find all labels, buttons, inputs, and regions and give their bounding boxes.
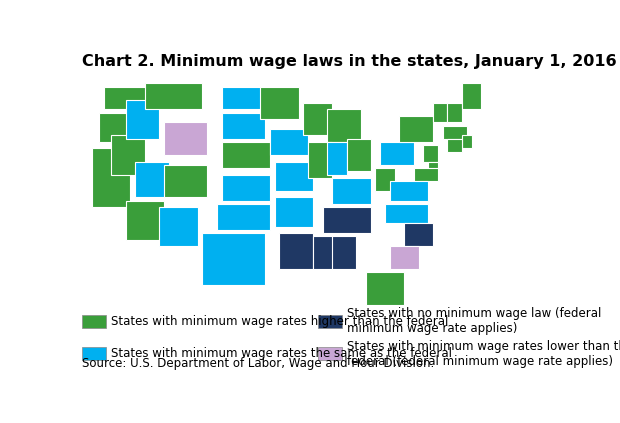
FancyBboxPatch shape	[327, 110, 361, 142]
FancyBboxPatch shape	[145, 83, 202, 110]
FancyBboxPatch shape	[275, 162, 313, 191]
FancyBboxPatch shape	[135, 162, 169, 197]
FancyBboxPatch shape	[347, 139, 371, 171]
FancyBboxPatch shape	[82, 347, 107, 360]
Text: Chart 2. Minimum wage laws in the states, January 1, 2016: Chart 2. Minimum wage laws in the states…	[82, 54, 617, 69]
FancyBboxPatch shape	[164, 122, 207, 155]
FancyBboxPatch shape	[322, 207, 371, 233]
FancyBboxPatch shape	[159, 207, 198, 246]
FancyBboxPatch shape	[202, 233, 265, 285]
FancyBboxPatch shape	[270, 129, 308, 155]
FancyBboxPatch shape	[303, 103, 332, 135]
FancyBboxPatch shape	[82, 315, 107, 327]
FancyBboxPatch shape	[125, 100, 159, 139]
FancyBboxPatch shape	[443, 126, 467, 139]
FancyBboxPatch shape	[279, 233, 313, 269]
FancyBboxPatch shape	[317, 315, 342, 327]
FancyBboxPatch shape	[222, 87, 265, 110]
FancyBboxPatch shape	[260, 87, 298, 119]
FancyBboxPatch shape	[399, 116, 433, 142]
Text: States with minimum wage rates the same as the federal: States with minimum wage rates the same …	[111, 347, 452, 360]
FancyBboxPatch shape	[423, 145, 438, 162]
FancyBboxPatch shape	[385, 204, 428, 223]
FancyBboxPatch shape	[414, 168, 438, 181]
FancyBboxPatch shape	[404, 223, 433, 246]
FancyBboxPatch shape	[428, 162, 438, 175]
Text: Source: U.S. Department of Labor, Wage and Hour Division.: Source: U.S. Department of Labor, Wage a…	[82, 357, 435, 370]
FancyBboxPatch shape	[164, 165, 207, 197]
FancyBboxPatch shape	[111, 135, 145, 175]
FancyBboxPatch shape	[217, 204, 270, 230]
FancyBboxPatch shape	[448, 103, 462, 122]
FancyBboxPatch shape	[222, 175, 270, 201]
FancyBboxPatch shape	[308, 142, 332, 178]
FancyBboxPatch shape	[462, 83, 481, 110]
FancyBboxPatch shape	[390, 246, 419, 269]
FancyBboxPatch shape	[275, 197, 313, 227]
FancyBboxPatch shape	[380, 142, 414, 165]
FancyBboxPatch shape	[327, 142, 347, 175]
FancyBboxPatch shape	[92, 148, 130, 207]
FancyBboxPatch shape	[313, 236, 337, 269]
Text: States with minimum wage rates higher than the federal: States with minimum wage rates higher th…	[111, 315, 448, 327]
FancyBboxPatch shape	[366, 272, 404, 305]
FancyBboxPatch shape	[390, 181, 428, 201]
Text: States with no minimum wage law (federal
minimum wage rate applies): States with no minimum wage law (federal…	[347, 307, 601, 335]
FancyBboxPatch shape	[317, 347, 342, 360]
FancyBboxPatch shape	[99, 113, 143, 142]
FancyBboxPatch shape	[222, 113, 265, 139]
FancyBboxPatch shape	[376, 168, 394, 191]
FancyBboxPatch shape	[125, 201, 164, 240]
FancyBboxPatch shape	[104, 87, 147, 110]
Text: States with minimum wage rates lower than the
federal (federal minimum wage rate: States with minimum wage rates lower tha…	[347, 340, 620, 368]
FancyBboxPatch shape	[433, 103, 448, 122]
FancyBboxPatch shape	[332, 236, 356, 269]
FancyBboxPatch shape	[332, 178, 371, 204]
FancyBboxPatch shape	[222, 142, 270, 168]
FancyBboxPatch shape	[448, 139, 462, 152]
FancyBboxPatch shape	[462, 135, 472, 148]
